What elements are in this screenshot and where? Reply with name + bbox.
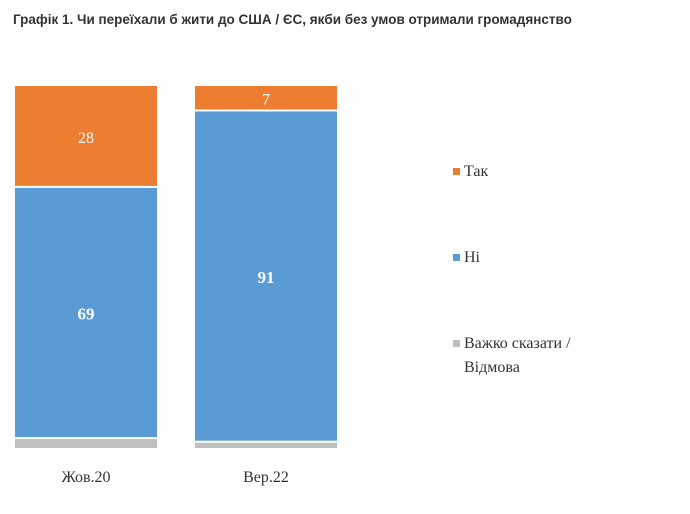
bar-segment (195, 86, 337, 110)
x-tick-label: Вер.22 (243, 469, 289, 486)
chart-title: Графік 1. Чи переїхали б жити до США / Є… (13, 12, 572, 27)
bar-segment (15, 187, 157, 438)
legend-label: Відмова (464, 359, 520, 376)
x-tick-label: Жов.20 (61, 469, 110, 486)
bar-segment (15, 86, 157, 186)
data-label: 28 (78, 130, 94, 147)
legend-swatch (453, 340, 460, 347)
legend-swatch (453, 168, 460, 175)
legend-swatch (453, 254, 460, 261)
data-label: 91 (258, 268, 275, 287)
bar-segment (195, 442, 337, 448)
bar-segment (15, 439, 157, 448)
data-label: 7 (262, 92, 270, 109)
legend-label: Важко сказати / (464, 335, 571, 352)
legend-label: Так (464, 163, 488, 180)
legend-label: Ні (464, 249, 481, 266)
data-label: 69 (78, 305, 95, 324)
bar-segment (195, 111, 337, 441)
